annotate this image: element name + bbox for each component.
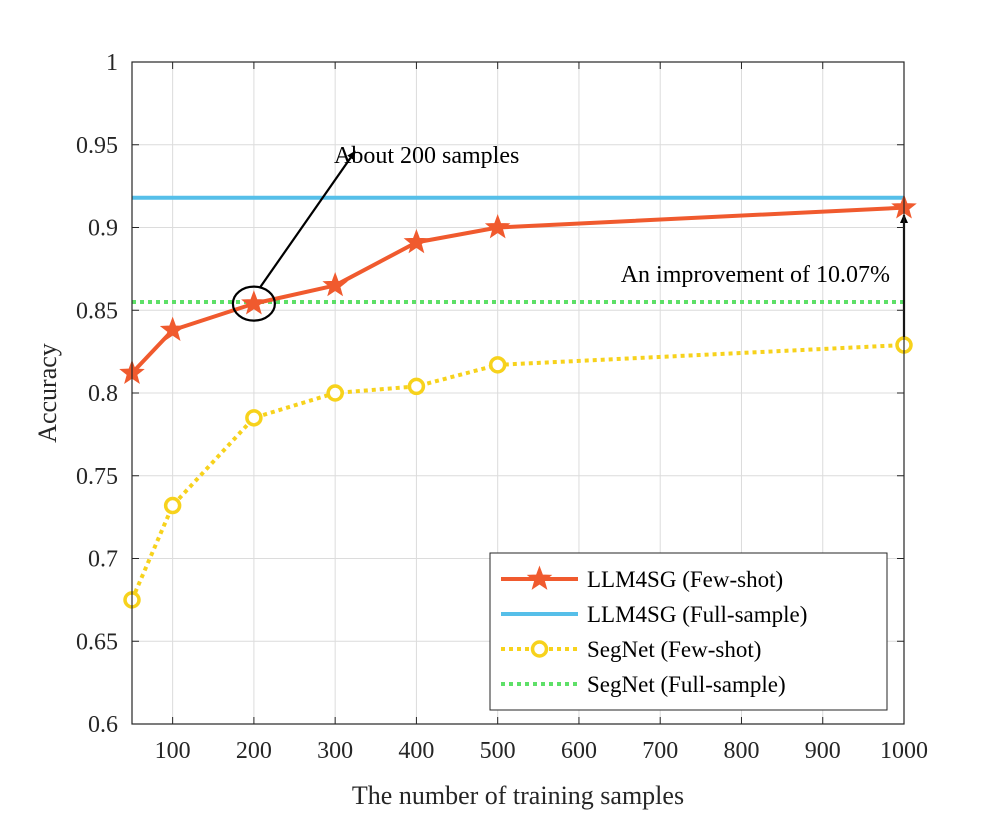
data-point-circle xyxy=(407,377,426,396)
data-point-circle xyxy=(245,409,263,427)
y-tick-label: 0.9 xyxy=(88,216,118,242)
legend-label-segnet-full-sample: SegNet (Full-sample) xyxy=(587,672,786,697)
x-tick-label: 400 xyxy=(398,738,434,764)
series-layer xyxy=(119,194,917,609)
y-tick-label: 0.65 xyxy=(76,629,118,655)
data-point-circle xyxy=(163,496,182,515)
x-tick-label: 700 xyxy=(642,738,678,764)
data-point-circle xyxy=(488,356,507,374)
y-tick-label: 0.7 xyxy=(88,547,118,573)
y-tick-label: 0.8 xyxy=(88,381,118,407)
x-tick-label: 1000 xyxy=(880,738,928,764)
highlight-circle xyxy=(231,285,276,322)
legend-label-llm4sg-full-sample: LLM4SG (Full-sample) xyxy=(587,602,807,627)
y-tick-label: 0.6 xyxy=(88,712,118,738)
legend-label-llm4sg-few-shot: LLM4SG (Few-shot) xyxy=(587,567,783,592)
legend-marker-star xyxy=(526,565,553,590)
x-tick-label: 900 xyxy=(805,738,841,764)
y-tick-label: 0.75 xyxy=(76,464,118,490)
y-axis-title: Accuracy xyxy=(33,343,62,443)
data-point-star xyxy=(159,316,186,341)
annotation-about-200-samples: About 200 samples xyxy=(334,143,519,169)
data-point-star xyxy=(484,214,511,239)
data-point-circle xyxy=(326,384,344,402)
data-point-star xyxy=(322,271,348,297)
annotation-improvement: An improvement of 10.07% xyxy=(621,262,890,288)
data-point-star xyxy=(403,228,430,254)
axis-ticks: 100 200 300 400 500 600 700 800 900 1000 0.6 0.65 0.… xyxy=(76,50,928,764)
x-tick-label: 600 xyxy=(561,738,597,764)
y-tick-label: 0.85 xyxy=(76,298,118,324)
x-axis-title: The number of training samples xyxy=(352,781,684,810)
x-tick-label: 300 xyxy=(317,738,353,764)
x-tick-label: 500 xyxy=(480,738,516,764)
x-tick-label: 800 xyxy=(723,738,759,764)
legend-marker-circle xyxy=(530,640,549,658)
annotation-layer: About 200 samples An improvement of 10.0… xyxy=(231,143,908,338)
legend-label-segnet-few-shot: SegNet (Few-shot) xyxy=(587,637,761,662)
annotation-arrow-1 xyxy=(258,150,356,289)
legend: LLM4SG (Few-shot) LLM4SG (Full-sample) Seg… xyxy=(489,552,888,711)
x-tick-label: 200 xyxy=(236,738,272,764)
y-tick-label: 1 xyxy=(106,50,118,76)
y-tick-label: 0.95 xyxy=(76,133,118,159)
x-tick-label: 100 xyxy=(155,738,191,764)
data-point-star xyxy=(241,290,267,315)
